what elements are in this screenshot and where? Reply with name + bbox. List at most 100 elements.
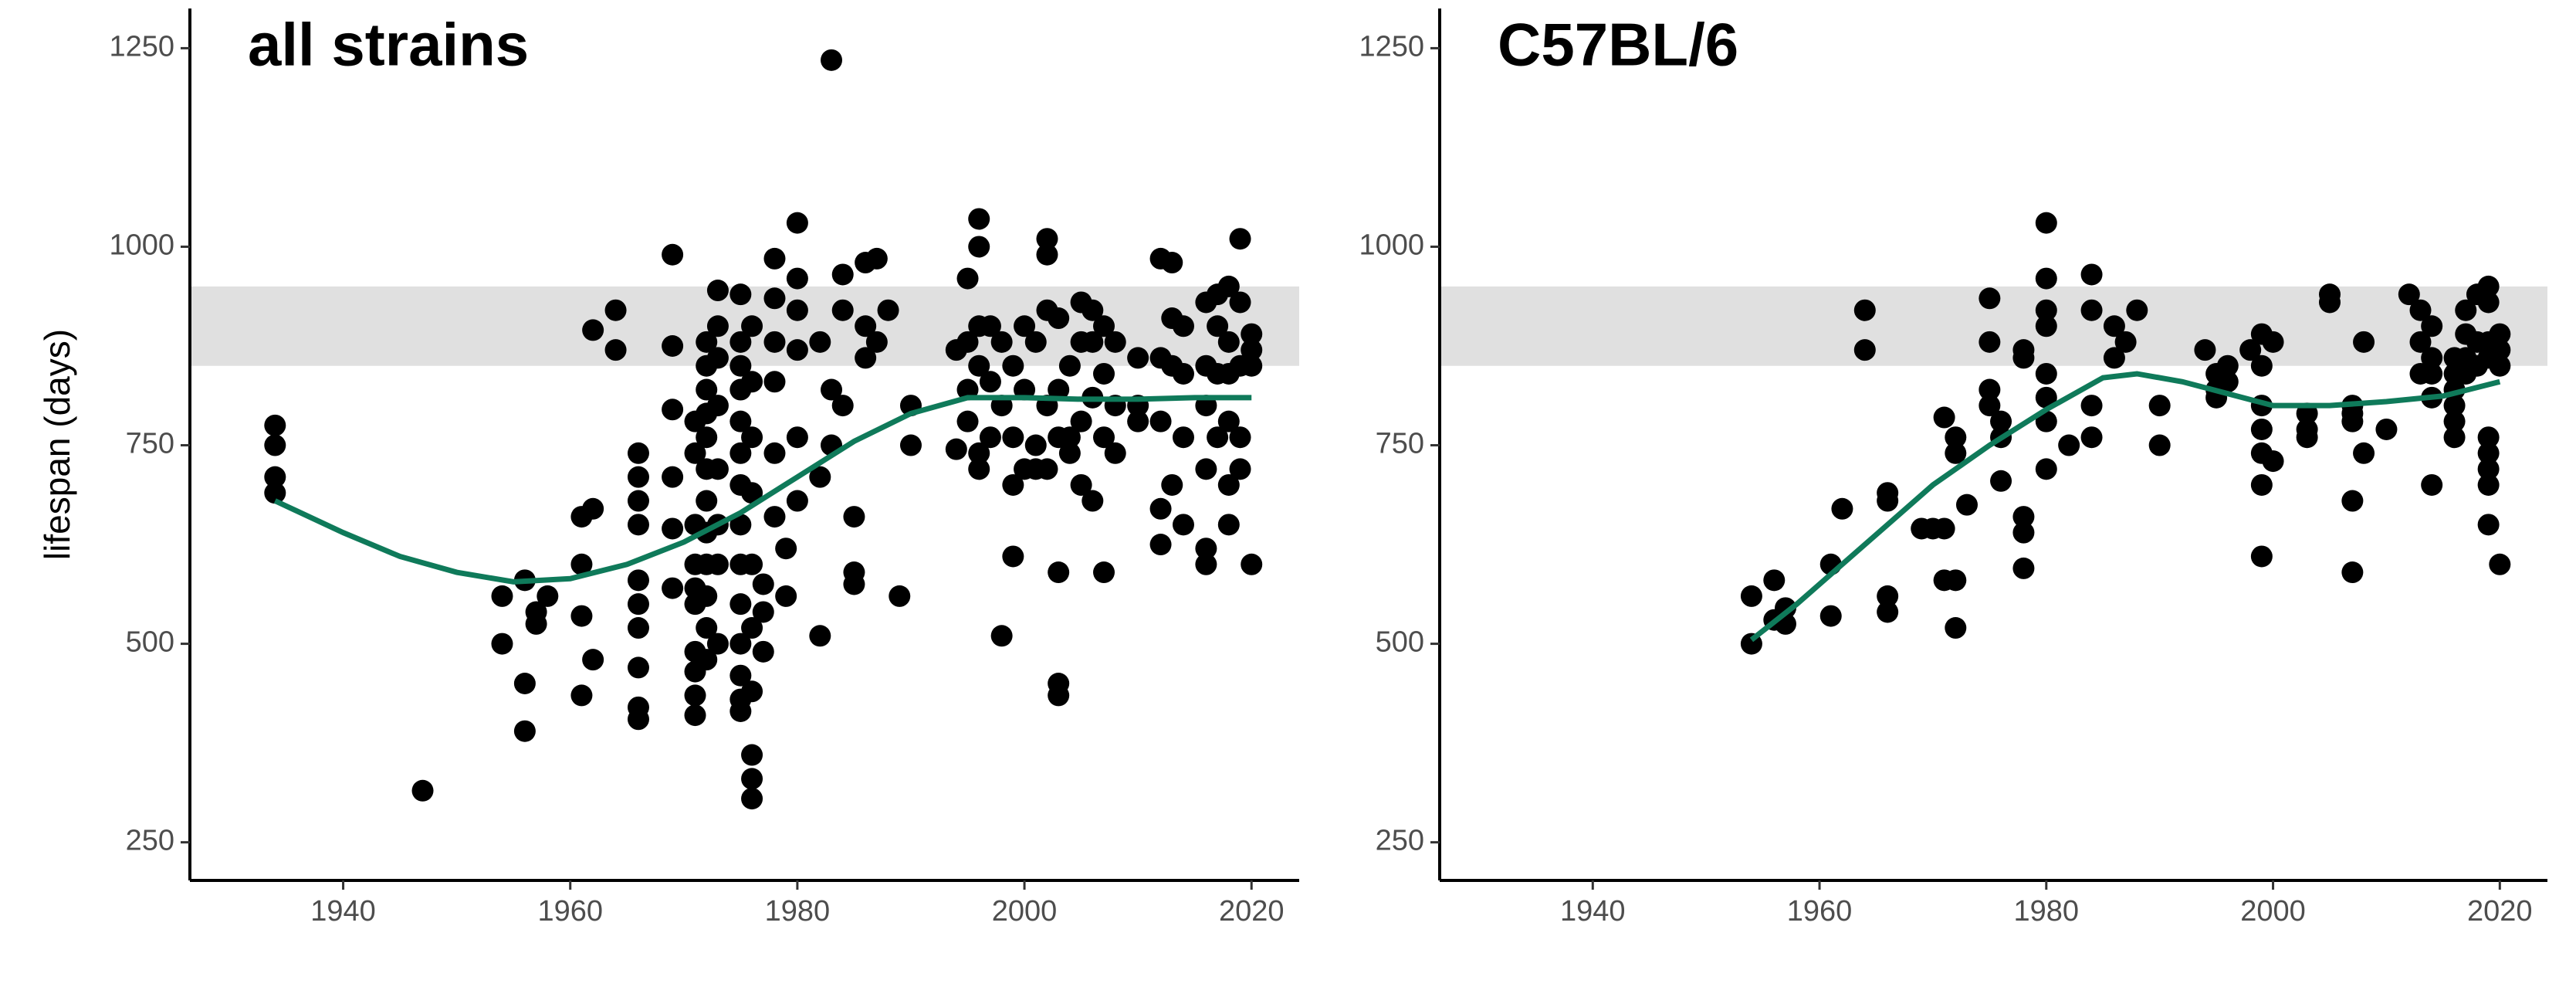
point — [2126, 299, 2148, 321]
point — [956, 267, 979, 290]
point — [968, 354, 990, 377]
y-tick-label: 500 — [126, 626, 174, 659]
point — [264, 434, 286, 456]
point — [1058, 442, 1081, 464]
point — [1945, 569, 1967, 592]
point — [604, 299, 627, 321]
point — [696, 585, 718, 607]
point — [570, 605, 593, 627]
point — [627, 569, 649, 592]
point — [2114, 331, 2137, 353]
point — [763, 247, 786, 270]
point — [843, 506, 865, 528]
point — [1774, 597, 1796, 619]
point — [2216, 354, 2239, 377]
point — [979, 315, 1001, 337]
point — [696, 426, 718, 449]
point — [264, 466, 286, 488]
point — [809, 331, 831, 353]
point — [1002, 473, 1024, 496]
point — [1195, 458, 1217, 480]
point — [1161, 473, 1183, 496]
point — [2262, 450, 2284, 473]
point — [831, 299, 854, 321]
point — [1104, 442, 1126, 464]
point — [1241, 553, 1263, 575]
point — [1070, 410, 1092, 432]
point — [945, 438, 967, 460]
point — [696, 331, 718, 353]
point — [2477, 426, 2500, 449]
point — [775, 585, 797, 607]
point — [786, 339, 808, 361]
y-tick-label: 750 — [126, 428, 174, 460]
point — [752, 601, 774, 623]
point — [2477, 442, 2500, 464]
point — [662, 577, 684, 599]
point — [956, 331, 979, 353]
point — [2421, 347, 2443, 369]
point — [513, 672, 536, 694]
point — [1104, 331, 1126, 353]
point — [684, 704, 706, 727]
point — [1093, 561, 1115, 584]
point — [696, 378, 718, 401]
x-tick-label: 2000 — [992, 895, 1058, 928]
point — [729, 633, 752, 655]
point — [1740, 585, 1762, 607]
point — [1093, 315, 1115, 337]
point — [1217, 331, 1240, 353]
x-tick-label: 1940 — [310, 895, 376, 928]
point — [2443, 410, 2466, 432]
point — [763, 442, 786, 464]
point — [1241, 354, 1263, 377]
point — [990, 331, 1013, 353]
point — [1048, 307, 1070, 330]
point — [1877, 585, 1899, 607]
point — [729, 664, 752, 687]
point — [1127, 347, 1149, 369]
trend-line — [273, 395, 1252, 585]
point — [1172, 362, 1194, 385]
point — [2341, 490, 2364, 512]
point — [1933, 406, 1955, 429]
point — [1195, 553, 1217, 575]
point — [831, 263, 854, 286]
point — [831, 395, 854, 417]
y-tick-label: 1250 — [1359, 30, 1424, 63]
point — [1229, 228, 1251, 250]
point — [627, 708, 649, 731]
point — [741, 315, 763, 337]
point — [582, 497, 604, 520]
point — [1241, 323, 1263, 345]
point — [2216, 371, 2239, 393]
point — [2239, 339, 2262, 361]
point — [662, 517, 684, 540]
point — [1161, 252, 1183, 274]
point — [2353, 331, 2375, 353]
point — [627, 466, 649, 488]
point — [1217, 473, 1240, 496]
point — [763, 506, 786, 528]
point — [741, 788, 763, 810]
point — [1979, 287, 2001, 310]
point — [1172, 426, 1194, 449]
point — [2035, 267, 2057, 290]
point — [627, 514, 649, 536]
point — [570, 553, 593, 575]
y-tick-label: 1250 — [109, 30, 174, 63]
point — [264, 414, 286, 436]
point — [2080, 299, 2103, 321]
point — [1002, 426, 1024, 449]
point — [570, 684, 593, 707]
point — [2398, 283, 2420, 306]
point — [2318, 291, 2341, 314]
x-tick-label: 1980 — [765, 895, 831, 928]
y-tick-label: 1000 — [1359, 229, 1424, 262]
point — [1217, 514, 1240, 536]
point — [1990, 470, 2012, 492]
point — [1195, 538, 1217, 560]
point — [2035, 362, 2057, 385]
point — [491, 585, 513, 607]
point — [2148, 395, 2171, 417]
